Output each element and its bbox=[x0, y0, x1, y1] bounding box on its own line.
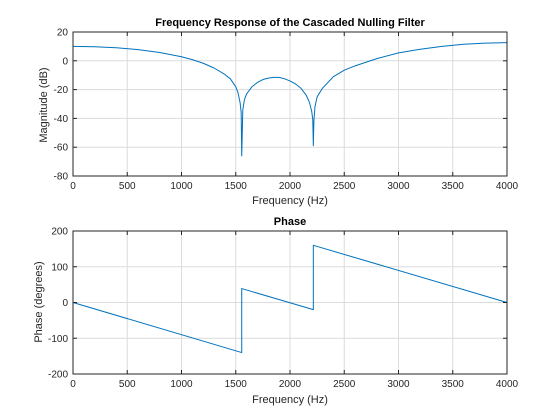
series-group bbox=[72, 244, 508, 354]
x-axis-label: Frequency (Hz) bbox=[252, 394, 328, 406]
x-tick-label: 2000 bbox=[279, 181, 302, 192]
y-tick-label: 0 bbox=[62, 298, 68, 309]
x-tick-label: 3500 bbox=[442, 379, 465, 390]
x-tick-label: 4000 bbox=[496, 379, 519, 390]
x-tick-label: 3000 bbox=[387, 181, 410, 192]
phase-chart: 0 500 1000 1500 2000 2500 3000 3500 40002001000-… bbox=[33, 216, 519, 406]
x-axis-label: Frequency (Hz) bbox=[252, 195, 328, 207]
axes: 0 500 1000 1500 2000 2500 3000 3500 40002001000-… bbox=[48, 227, 519, 391]
y-tick-label: -60 bbox=[54, 143, 69, 154]
y-tick-label: 20 bbox=[57, 28, 69, 39]
grid bbox=[72, 31, 508, 177]
chart-title: Frequency Response of the Cascaded Nulli… bbox=[155, 17, 425, 29]
series-line bbox=[72, 244, 508, 354]
x-tick-label: 4000 bbox=[496, 181, 519, 192]
y-axis-label: Phase (degrees) bbox=[33, 261, 45, 342]
axes: 0 500 1000 1500 2000 2500 3000 3500 4000 20 0 -20 -4… bbox=[54, 28, 519, 193]
x-tick-label: 1000 bbox=[170, 181, 193, 192]
series-group bbox=[72, 42, 508, 157]
y-tick-label: -20 bbox=[54, 85, 69, 96]
x-tick-label: 2000 bbox=[279, 379, 302, 390]
y-tick-label: -200 bbox=[48, 370, 68, 381]
y-tick-label: -100 bbox=[48, 334, 68, 345]
y-tick-label: -40 bbox=[54, 114, 69, 125]
x-tick-label: 2500 bbox=[333, 379, 356, 390]
magnitude-chart: 0 500 1000 1500 2000 2500 3000 3500 4000 20 0 -20 -4… bbox=[38, 17, 519, 207]
y-tick-label: 0 bbox=[62, 56, 68, 67]
x-tick-label: 0 bbox=[70, 181, 76, 192]
x-tick-label: 3000 bbox=[387, 379, 410, 390]
x-tick-label: 1000 bbox=[170, 379, 193, 390]
x-tick-label: 1500 bbox=[225, 181, 248, 192]
y-tick-label: -80 bbox=[54, 172, 69, 183]
y-tick-label: 200 bbox=[51, 227, 68, 238]
x-tick-label: 500 bbox=[119, 181, 136, 192]
chart-title: Phase bbox=[274, 216, 306, 228]
x-tick-label: 2500 bbox=[333, 181, 356, 192]
y-tick-label: 100 bbox=[51, 262, 68, 273]
series-line bbox=[72, 42, 508, 157]
x-tick-label: 0 bbox=[70, 379, 76, 390]
x-tick-label: 3500 bbox=[442, 181, 465, 192]
y-axis-label: Magnitude (dB) bbox=[38, 67, 50, 142]
x-tick-label: 1500 bbox=[225, 379, 248, 390]
x-tick-label: 500 bbox=[119, 379, 136, 390]
